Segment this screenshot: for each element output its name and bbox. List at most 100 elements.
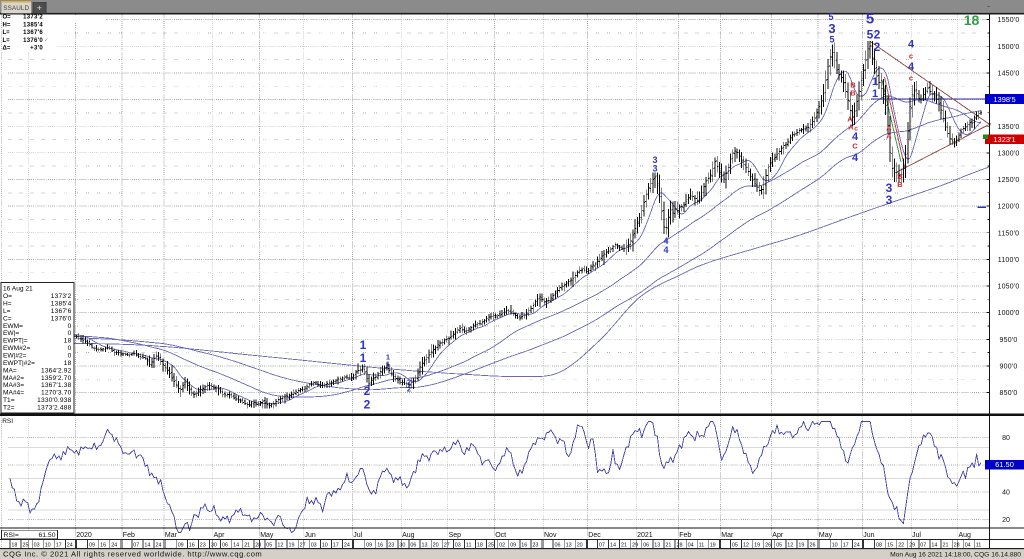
svg-text:20: 20 — [433, 543, 439, 549]
svg-text:2: 2 — [364, 398, 371, 412]
svg-text:27: 27 — [444, 543, 450, 549]
svg-text:Sep: Sep — [449, 532, 462, 539]
svg-text:10: 10 — [45, 543, 51, 549]
svg-text:Jun: Jun — [863, 532, 874, 539]
svg-text:T2=: T2= — [3, 405, 15, 412]
svg-text:3: 3 — [828, 21, 835, 36]
svg-text:950′0: 950′0 — [1000, 337, 1018, 344]
svg-text:4: 4 — [908, 61, 915, 73]
svg-text:19: 19 — [289, 543, 295, 549]
svg-text:1373′2: 1373′2 — [51, 293, 72, 300]
svg-text:21: 21 — [665, 543, 671, 549]
svg-text:0: 0 — [68, 323, 72, 330]
svg-text:3: 3 — [886, 193, 893, 207]
svg-text:B: B — [897, 180, 903, 189]
svg-text:CQG Inc. © 2021 All rights res: CQG Inc. © 2021 All rights reserved worl… — [3, 550, 262, 559]
svg-text:28: 28 — [677, 543, 683, 549]
svg-text:14: 14 — [931, 543, 937, 549]
svg-text:2: 2 — [364, 384, 371, 398]
svg-text:1250′0: 1250′0 — [998, 177, 1020, 184]
svg-text:14: 14 — [144, 543, 150, 549]
svg-text:Jun: Jun — [305, 532, 316, 539]
svg-text:2: 2 — [407, 378, 411, 387]
svg-text:May: May — [260, 532, 274, 539]
svg-text:20: 20 — [1002, 517, 1010, 524]
svg-text:2: 2 — [874, 40, 881, 54]
svg-text:L=: L= — [3, 308, 11, 315]
svg-text:02: 02 — [499, 543, 505, 549]
svg-text:3: 3 — [652, 164, 657, 174]
svg-text:O=: O= — [3, 293, 12, 300]
svg-text:19: 19 — [754, 543, 760, 549]
svg-text:900′0: 900′0 — [1000, 364, 1018, 371]
svg-text:EW|#2=: EW|#2= — [3, 353, 27, 360]
svg-text:2: 2 — [407, 385, 411, 394]
svg-text:Mar: Mar — [721, 532, 734, 539]
svg-text:1359′2.70: 1359′2.70 — [41, 375, 72, 382]
svg-text:B: B — [850, 89, 856, 98]
svg-text:13: 13 — [566, 543, 572, 549]
svg-text:1500′0: 1500′0 — [998, 44, 1020, 51]
svg-text:Δ=: Δ= — [3, 46, 11, 52]
svg-text:1385′4: 1385′4 — [51, 301, 72, 308]
svg-text:11: 11 — [699, 543, 705, 549]
svg-text:RSI=: RSI= — [4, 532, 19, 539]
svg-text:26: 26 — [810, 543, 816, 549]
svg-text:Apr: Apr — [214, 532, 226, 539]
svg-text:A: A — [886, 132, 892, 141]
svg-text:10: 10 — [322, 543, 328, 549]
svg-text:1300′0: 1300′0 — [998, 150, 1020, 157]
svg-text:Mon Aug 16 2021 14:18:00, CQG: Mon Aug 16 2021 14:18:00, CQG 16.14.880 — [890, 552, 1021, 559]
svg-text:EWPT|=: EWPT|= — [3, 338, 28, 345]
svg-text:25: 25 — [488, 543, 494, 549]
svg-text:4: 4 — [663, 245, 668, 255]
svg-text:15: 15 — [887, 543, 893, 549]
svg-text:EWM#2=: EWM#2= — [3, 345, 30, 352]
svg-text:Aug: Aug — [959, 532, 972, 539]
svg-text:MA#4=: MA#4= — [3, 390, 24, 397]
svg-text:H=: H= — [3, 301, 12, 308]
svg-text:1: 1 — [360, 338, 367, 352]
svg-text:17: 17 — [56, 543, 62, 549]
svg-text:1385′4: 1385′4 — [23, 22, 43, 28]
svg-text:1550′0: 1550′0 — [998, 17, 1020, 24]
svg-text:04: 04 — [965, 543, 971, 549]
svg-text:07: 07 — [133, 543, 139, 549]
svg-text:1376′0: 1376′0 — [51, 315, 72, 322]
svg-text:06: 06 — [222, 543, 228, 549]
svg-text:1364′2.92: 1364′2.92 — [41, 367, 72, 374]
svg-text:May: May — [819, 532, 833, 539]
svg-text:06: 06 — [643, 543, 649, 549]
svg-text:1150′0: 1150′0 — [998, 230, 1019, 237]
svg-text:26: 26 — [765, 543, 771, 549]
svg-text:05: 05 — [776, 543, 782, 549]
svg-text:30: 30 — [399, 543, 405, 549]
svg-text:07: 07 — [920, 543, 926, 549]
svg-text:H=: H= — [3, 22, 11, 28]
svg-text:EWM=: EWM= — [3, 323, 23, 330]
svg-text:16: 16 — [521, 543, 527, 549]
svg-text:1270′3.70: 1270′3.70 — [41, 390, 72, 397]
svg-text:30: 30 — [211, 543, 217, 549]
svg-text:A: A — [848, 123, 854, 132]
svg-text:1450′0: 1450′0 — [998, 71, 1020, 78]
svg-text:18: 18 — [11, 543, 17, 549]
svg-text:1350′0: 1350′0 — [998, 124, 1020, 131]
svg-text:L=: L= — [3, 38, 11, 44]
svg-text:4: 4 — [663, 236, 668, 246]
svg-text:1: 1 — [386, 353, 390, 362]
svg-text:13: 13 — [654, 543, 660, 549]
svg-text:18: 18 — [964, 12, 980, 28]
svg-text:1376′0: 1376′0 — [23, 38, 43, 44]
svg-text:17: 17 — [333, 543, 339, 549]
svg-text:11: 11 — [976, 543, 982, 549]
svg-text:1367′6: 1367′6 — [23, 30, 43, 36]
svg-text:EWPT|#2=: EWPT|#2= — [3, 360, 35, 367]
svg-text:1050′0: 1050′0 — [998, 284, 1020, 291]
svg-text:Jul: Jul — [912, 532, 921, 539]
svg-text:A: A — [847, 115, 853, 124]
svg-text:EW|=: EW|= — [3, 330, 19, 337]
svg-text:1: 1 — [386, 360, 390, 369]
svg-text:Feb: Feb — [679, 532, 691, 539]
svg-text:MA=: MA= — [3, 367, 17, 374]
